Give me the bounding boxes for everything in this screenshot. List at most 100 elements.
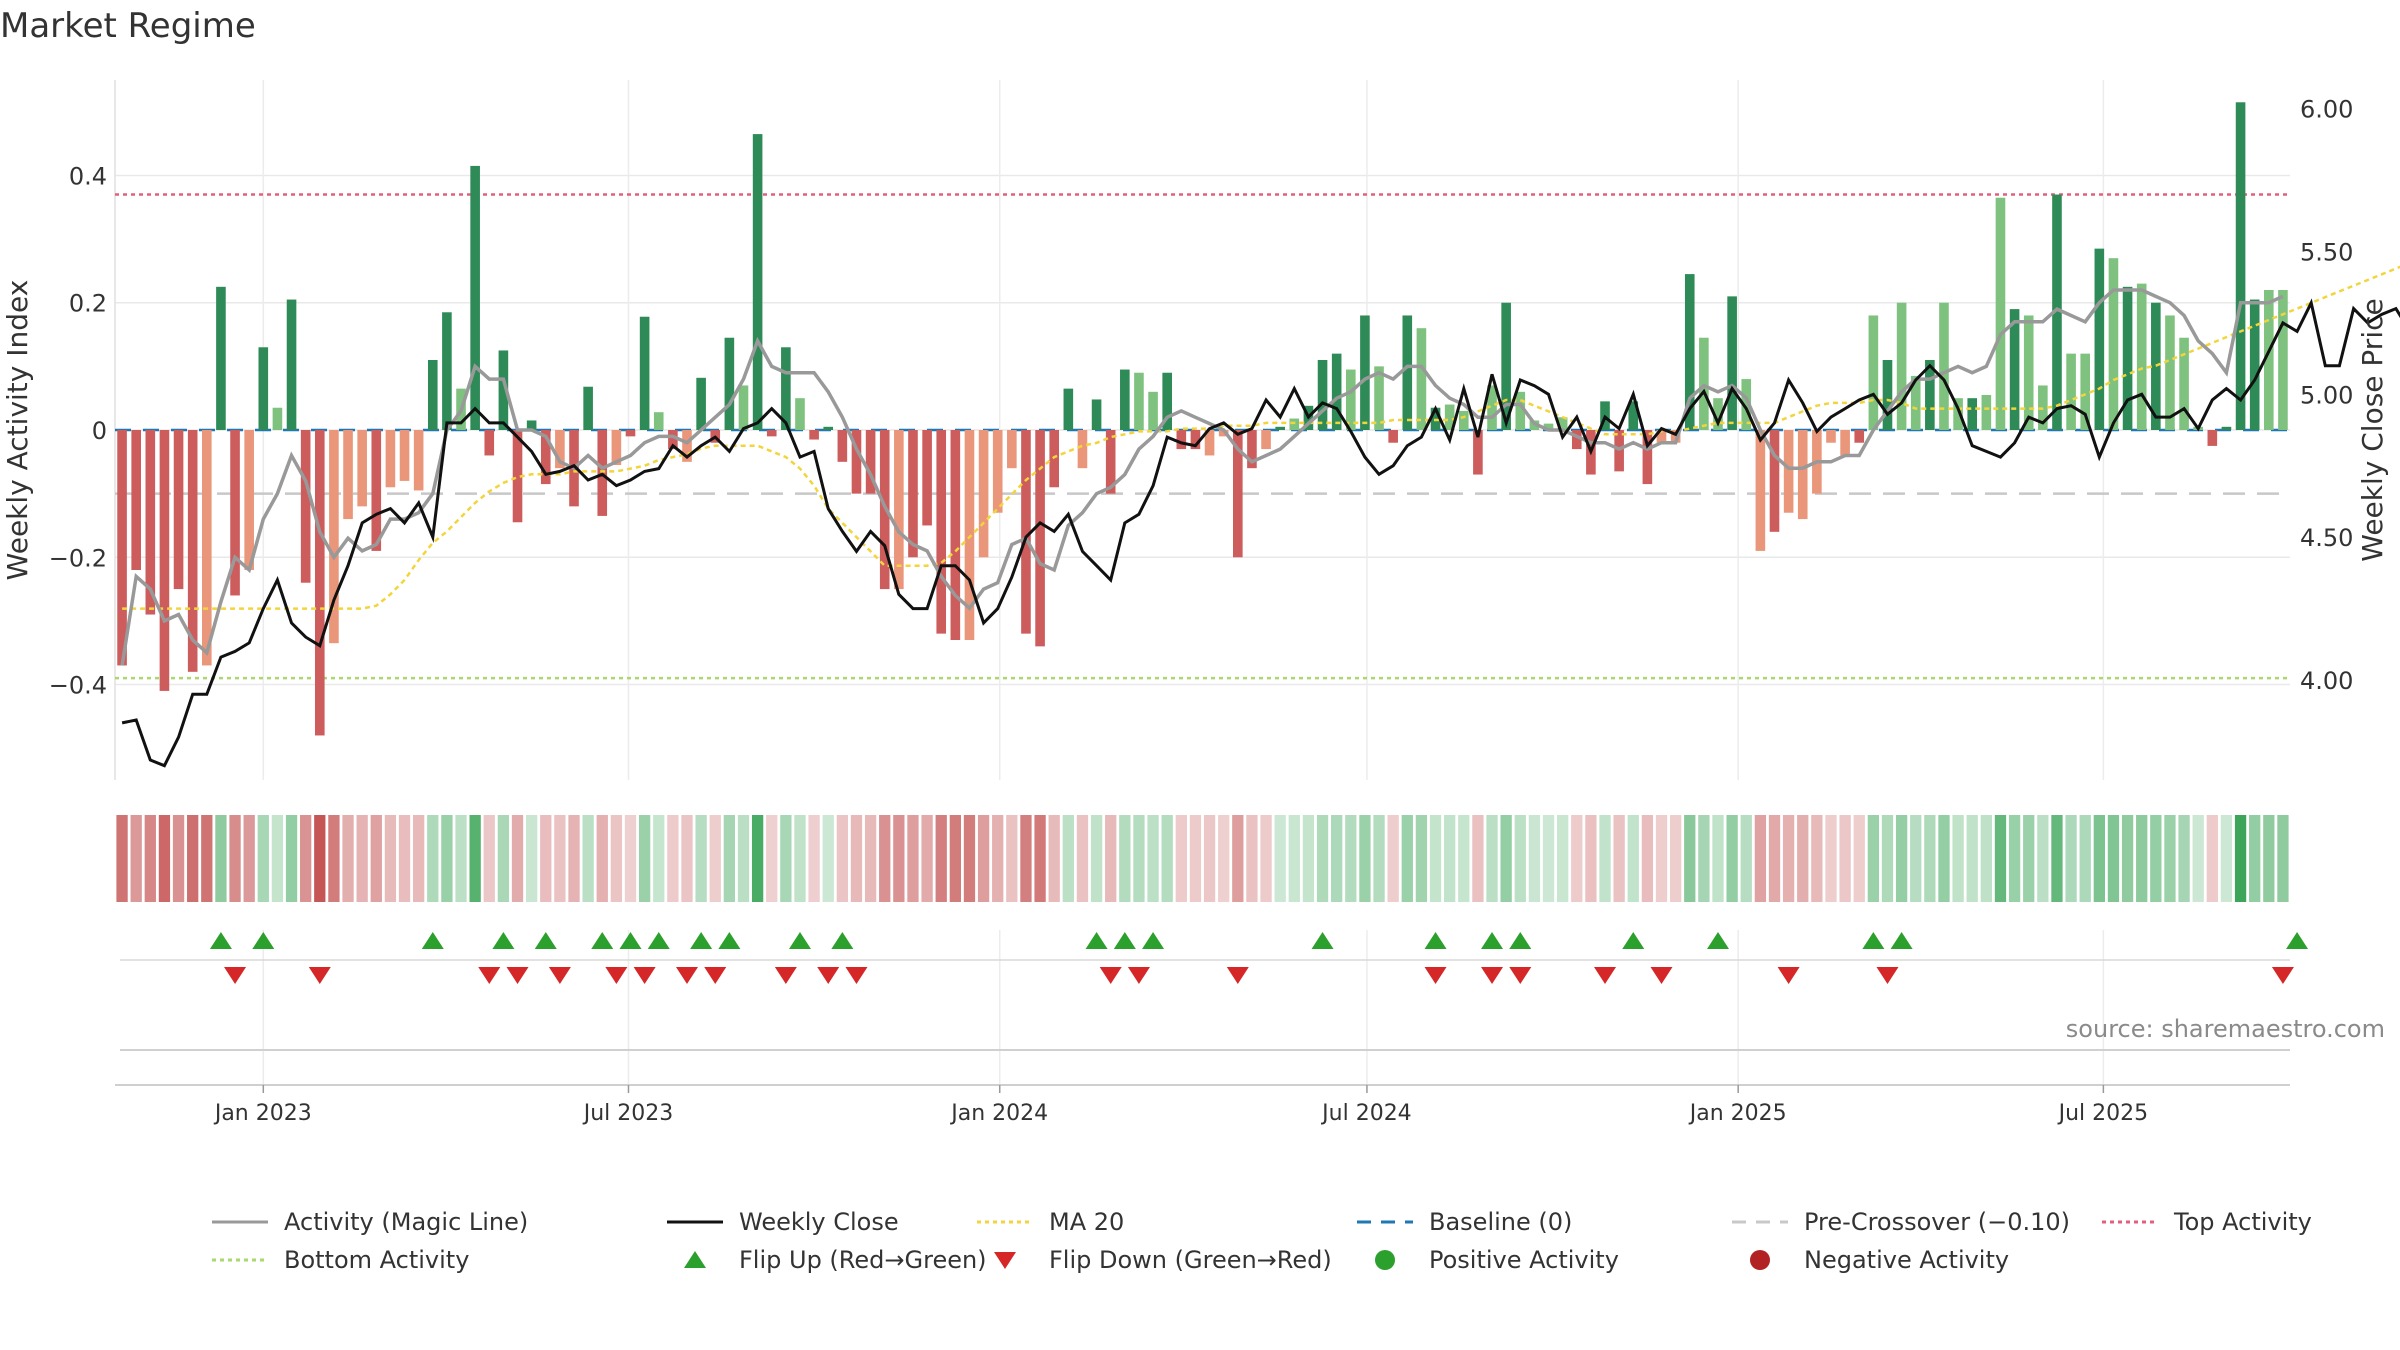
activity-bar [908, 430, 918, 558]
series-lines [120, 265, 2400, 768]
activity-bar [809, 430, 819, 440]
flip-down-marker [605, 967, 628, 984]
strip-cell [2234, 815, 2247, 902]
y-right-tick-label: 5.00 [2300, 381, 2353, 409]
y-right-tick-label: 6.00 [2300, 96, 2353, 124]
strip-cell [1966, 815, 1978, 902]
strip-cell [638, 815, 651, 902]
activity-bar [936, 430, 947, 634]
legend-swatch [977, 1220, 1033, 1224]
strip-cell [1585, 815, 1597, 902]
strip-cell [1881, 815, 1894, 902]
activity-bar [2094, 248, 2105, 430]
legend-label: Weekly Close [739, 1208, 899, 1236]
activity-bar [2264, 290, 2274, 430]
strip-cell [1119, 815, 1131, 902]
activity-bar [1204, 430, 1215, 456]
flip-down-marker [1099, 967, 1122, 984]
activity-bar [1162, 372, 1172, 430]
strip-cell [1839, 815, 1851, 902]
strip-cell [723, 815, 736, 902]
strip-cell [2093, 815, 2105, 902]
activity-bar [300, 430, 311, 583]
legend-swatch [684, 1251, 706, 1268]
legend-swatch [212, 1220, 268, 1224]
activity-bar [1797, 430, 1808, 520]
activity-bar [1275, 426, 1285, 430]
activity-bar [1247, 430, 1257, 469]
strip-cell [808, 815, 820, 902]
x-tick-label: Jul 2023 [582, 1101, 674, 1126]
legend-label: Top Activity [2174, 1208, 2312, 1236]
strip-cell [511, 815, 524, 902]
strip-cell [2037, 815, 2049, 902]
activity-bar [625, 430, 636, 437]
activity-bar [1642, 430, 1653, 485]
flip-up-marker [252, 932, 275, 949]
strip-cell [1175, 815, 1187, 902]
activity-bar [922, 430, 932, 526]
flip-down-marker [2271, 967, 2294, 984]
strip-cell [187, 815, 199, 902]
strip-cell [2164, 815, 2176, 902]
flip-up-marker [1890, 932, 1913, 949]
activity-bar [145, 430, 156, 615]
strip-cell [1684, 815, 1696, 902]
flip-up-marker [1113, 932, 1136, 949]
activity-bar [1416, 328, 1427, 430]
strip-cell [1048, 815, 1060, 902]
legend-label: Activity (Magic Line) [284, 1208, 529, 1236]
flip-down-marker [633, 967, 656, 984]
activity-bar [583, 386, 593, 430]
strip-cell [1613, 815, 1625, 902]
activity-heat-strip [116, 815, 2289, 902]
activity-bar [1063, 388, 1074, 430]
flip-down-marker [1424, 967, 1447, 984]
strip-cell [1246, 815, 1258, 902]
legend-swatch [994, 1252, 1016, 1269]
activity-bar [2066, 353, 2076, 430]
activity-bar [682, 430, 692, 462]
strip-cell [1825, 815, 1837, 902]
strip-cell [540, 815, 552, 902]
strip-cell [653, 815, 665, 902]
strip-cell [130, 815, 142, 902]
strip-cell [1627, 815, 1639, 902]
strip-cell [1161, 815, 1173, 902]
strip-cell [1274, 815, 1286, 902]
strip-cell [1528, 815, 1541, 902]
y-left-tick-label: −0.2 [49, 544, 107, 572]
strip-cell [1401, 815, 1413, 902]
strip-cell [1218, 815, 1230, 902]
legend-item: Negative Activity [1730, 1246, 2009, 1274]
strip-cell [2107, 815, 2120, 902]
chart-title: Market Regime [0, 6, 256, 46]
activity-bar [2249, 299, 2260, 430]
activity-bar [1684, 274, 1695, 430]
activity-bar [1233, 430, 1243, 558]
activity-bar [1148, 391, 1158, 430]
activity-bar [442, 312, 452, 430]
flip-up-marker [534, 932, 557, 949]
activity-bar [540, 430, 551, 485]
activity-bar [1995, 197, 2006, 430]
activity-bar [1007, 430, 1017, 469]
x-tick-label: Jan 2023 [213, 1101, 312, 1126]
strip-cell [1006, 815, 1018, 902]
activity-bar [1091, 399, 1102, 430]
legend-item: MA 20 [975, 1208, 1124, 1236]
strip-cell [116, 815, 128, 902]
activity-bar [1896, 302, 1907, 430]
strip-cell [1359, 815, 1371, 902]
legend-item: Flip Down (Green→Red) [975, 1246, 1332, 1274]
strip-cell [2121, 815, 2134, 902]
legend-item: Bottom Activity [210, 1246, 469, 1274]
activity-bar [526, 420, 537, 430]
y-left-tick-label: 0.2 [69, 290, 107, 318]
strip-cell [2249, 815, 2261, 902]
activity-bar [894, 430, 904, 590]
activity-bar [2136, 283, 2147, 430]
activity-bar [230, 430, 240, 596]
strip-cell [2023, 815, 2035, 902]
activity-bar [1458, 410, 1469, 430]
